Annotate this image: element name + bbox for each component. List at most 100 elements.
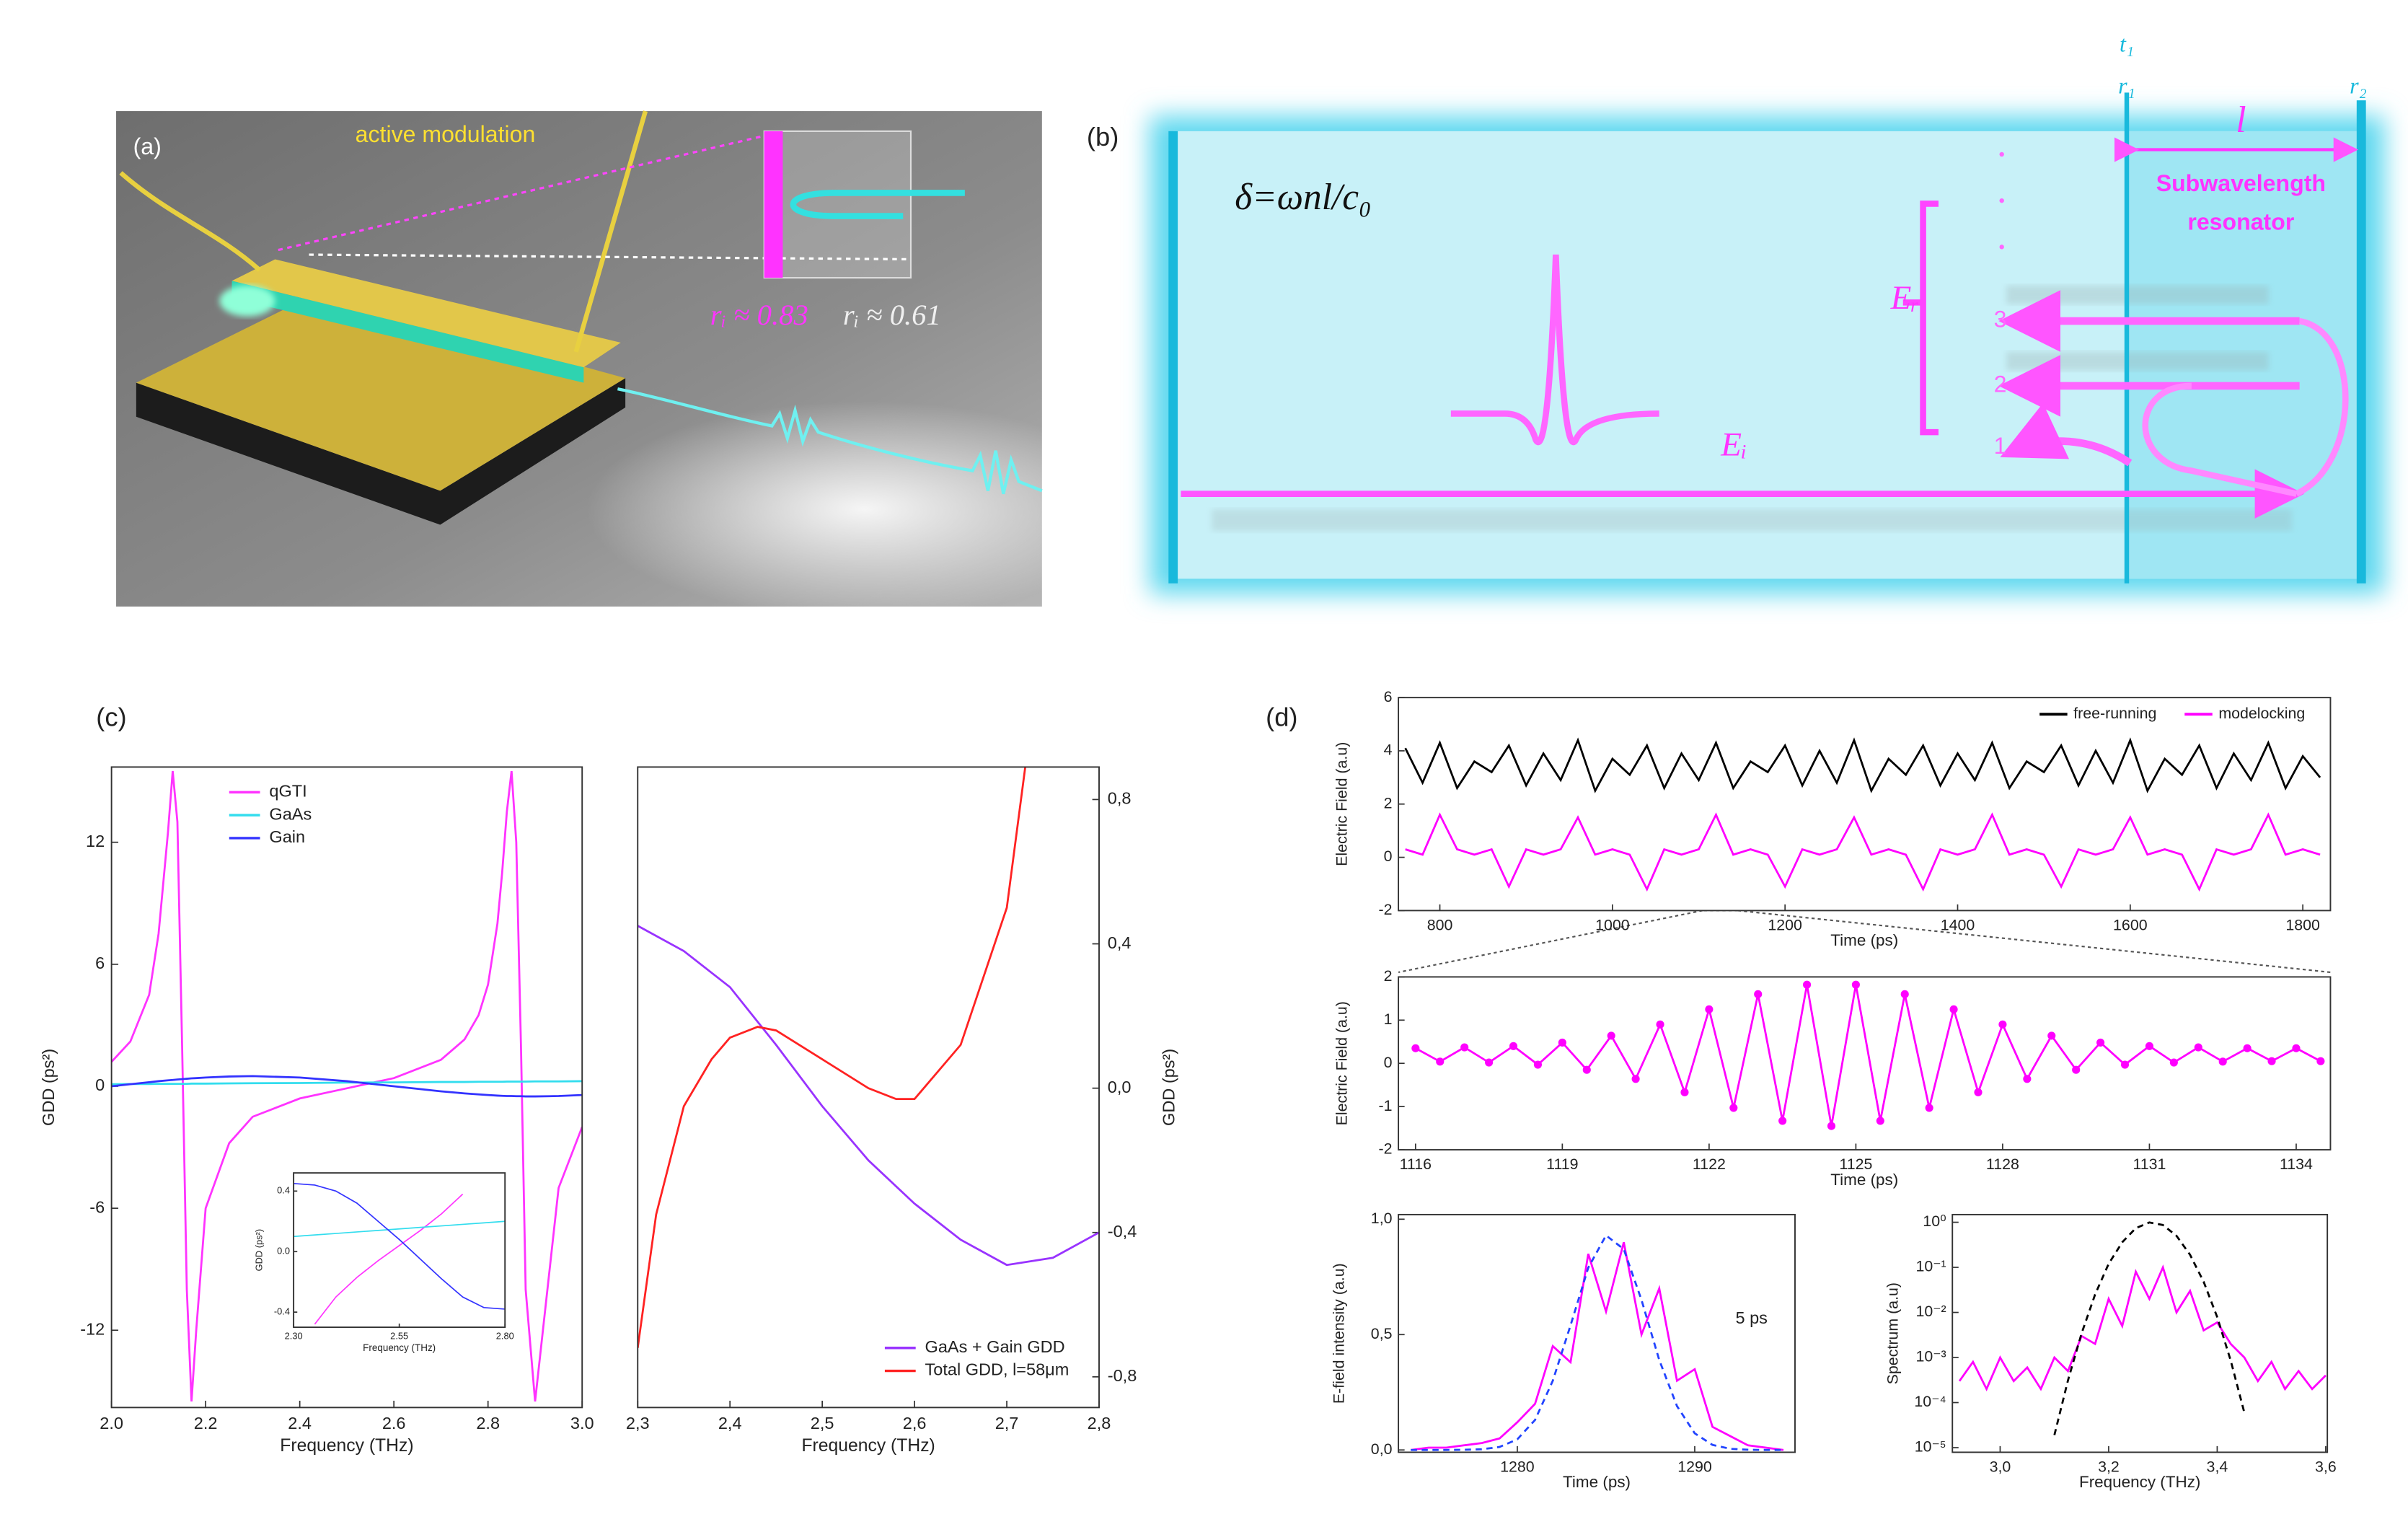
panel-label: (b) xyxy=(1087,122,1119,151)
y-axis-label: GDD (ps²) xyxy=(39,1049,58,1126)
y-tick-label: 0,0 xyxy=(1371,1440,1393,1458)
data-point xyxy=(1876,1117,1884,1125)
wave-loop xyxy=(790,190,965,219)
legend-label: free-running xyxy=(2073,705,2156,722)
x-tick-label: 1600 xyxy=(2113,916,2148,933)
x-tick-label: 2,7 xyxy=(995,1414,1019,1432)
y-tick-label: 10⁻⁴ xyxy=(1914,1393,1946,1410)
panel-label: (d) xyxy=(1266,703,1297,732)
plot-frame xyxy=(1398,976,2332,1151)
data-point xyxy=(2047,1031,2056,1040)
data-point xyxy=(2316,1057,2325,1065)
y-tick-label: -2 xyxy=(1379,1140,1393,1158)
y-tick-label: 2 xyxy=(1384,794,1393,811)
data-point xyxy=(2072,1065,2081,1074)
chart: 2.30 2.55 2.80 -0.4 0.0 0.4 Frequency (THz) GDD… xyxy=(253,1172,514,1353)
symbol: l xyxy=(2236,100,2246,141)
x-tick-label: 3,6 xyxy=(2315,1458,2337,1475)
y-tick-label: 4 xyxy=(1384,741,1393,759)
facet-glow xyxy=(219,285,275,317)
symbol: r₂ xyxy=(2350,72,2367,98)
chart: 2,3 2,4 2,5 2,6 2,7 2,8 0,8 0,4 0,0 -0,4 -0,8 Frequ… xyxy=(626,766,1178,1456)
x-tick-label: 1400 xyxy=(1941,916,1975,933)
y-tick-label: -0,8 xyxy=(1108,1366,1137,1385)
series-group xyxy=(1411,1233,1784,1451)
panel-label: (c) xyxy=(96,703,126,732)
label: resonator xyxy=(2187,209,2294,235)
legend-label: Gain xyxy=(269,827,305,846)
y-tick-label: -0.4 xyxy=(274,1306,290,1317)
symbol: Eᵣ xyxy=(1890,279,1920,317)
chart: 1116 1119 1122 1125 1128 1131 1134 -2 -1 0 1 2 Time … xyxy=(1333,967,2332,1189)
series-line xyxy=(1411,1233,1784,1451)
annotation: active modulation xyxy=(356,121,536,147)
y-tick-label: 0 xyxy=(95,1075,105,1094)
data-point xyxy=(1998,1020,2007,1029)
reflectivity: rᵢ ≈ 0.61 xyxy=(843,299,941,331)
plot-area xyxy=(1398,697,2331,911)
data-point xyxy=(1582,1065,1591,1074)
round-trip xyxy=(2295,317,2349,497)
round-trip xyxy=(2142,382,2298,497)
x-tick-label: 2.80 xyxy=(496,1330,514,1341)
symbol: Eᵢ xyxy=(1720,426,1747,463)
y-tick-label: -12 xyxy=(80,1319,105,1338)
data-point xyxy=(1754,990,1763,998)
y-tick-label: 0,5 xyxy=(1371,1325,1393,1342)
series-group xyxy=(638,767,1100,1349)
x-axis-label: Time (ps) xyxy=(1830,1171,1898,1189)
y-tick-label: 0.4 xyxy=(277,1185,290,1196)
y-axis-label: GDD (ps²) xyxy=(253,1229,264,1271)
x-tick-label: 2,6 xyxy=(903,1414,927,1432)
data-point xyxy=(1705,1005,1714,1013)
dot xyxy=(1999,245,2004,250)
shadow xyxy=(2006,285,2269,304)
data-point xyxy=(1851,980,1860,989)
series-line xyxy=(1958,1264,2327,1392)
x-tick-label: 2.0 xyxy=(100,1414,123,1432)
gold-plate xyxy=(136,293,626,491)
series-line xyxy=(314,1193,464,1325)
legend-label: modelocking xyxy=(2218,705,2305,722)
plot-area xyxy=(1952,1214,2328,1453)
data-point xyxy=(1656,1020,1664,1029)
data-point xyxy=(2218,1057,2227,1066)
x-tick-label: 1280 xyxy=(1500,1458,1535,1475)
x-axis-label: Frequency (THz) xyxy=(2079,1473,2200,1491)
zoom-line xyxy=(1398,910,1703,974)
y-axis-label: E-field intensity (a.u) xyxy=(1330,1263,1347,1404)
x-tick-label: 3,0 xyxy=(1990,1458,2011,1475)
y-tick-label: 10⁻³ xyxy=(1915,1348,1946,1365)
data-point xyxy=(1900,990,1909,998)
order: 3 xyxy=(1994,307,2007,333)
x-tick-label: 2.2 xyxy=(194,1414,218,1432)
series-line xyxy=(111,770,583,1402)
x-tick-label: 2.55 xyxy=(390,1330,408,1341)
plot-frame xyxy=(1951,1213,2329,1453)
x-tick-label: 1128 xyxy=(1986,1156,2019,1173)
series-group xyxy=(111,770,583,1402)
data-point xyxy=(2145,1042,2154,1050)
y-tick-label: -6 xyxy=(89,1197,105,1216)
y-tick-label: 6 xyxy=(95,954,105,972)
ridge-top xyxy=(231,259,621,368)
series-line xyxy=(294,1182,506,1310)
data-point xyxy=(2267,1057,2276,1065)
symbol: t₁ xyxy=(2120,31,2134,57)
y-tick-label: 2 xyxy=(1384,967,1393,985)
data-point xyxy=(1949,1005,1958,1013)
series-line xyxy=(294,1220,506,1238)
x-tick-label: 2,8 xyxy=(1088,1414,1111,1432)
chart: 800 1000 1200 1400 1600 1800 -2 0 2 4 6 Time (ps) El… xyxy=(1333,688,2332,949)
y-tick-label: 0 xyxy=(1384,1054,1393,1071)
y-tick-label: 1,0 xyxy=(1371,1210,1393,1227)
data-point xyxy=(1974,1088,1983,1096)
label: Subwavelength xyxy=(2156,170,2326,196)
x-tick-label: 1200 xyxy=(1768,916,1802,933)
output-pulse xyxy=(617,387,1043,495)
x-tick-label: 2.30 xyxy=(285,1330,303,1341)
y-tick-label: 10⁻⁵ xyxy=(1915,1438,1946,1456)
shadow xyxy=(2006,351,2269,371)
x-tick-label: 2.4 xyxy=(288,1414,312,1432)
series-group xyxy=(1958,1221,2327,1435)
